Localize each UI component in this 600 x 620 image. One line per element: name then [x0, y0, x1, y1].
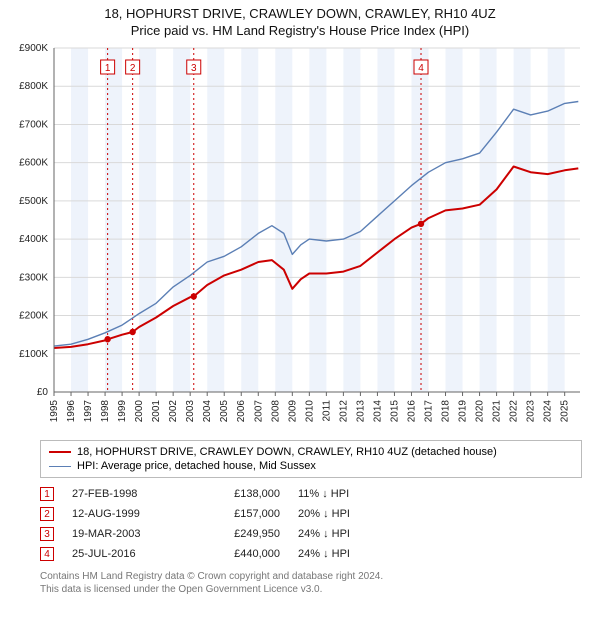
- x-tick-label: 2011: [321, 400, 332, 422]
- title-line-1: 18, HOPHURST DRIVE, CRAWLEY DOWN, CRAWLE…: [10, 6, 590, 21]
- sale-delta: 24% ↓ HPI: [298, 528, 388, 540]
- y-tick-label: £800K: [19, 81, 48, 92]
- sales-table: 1 27-FEB-1998 £138,000 11% ↓ HPI 2 12-AUG-199…: [40, 484, 582, 564]
- sale-row: 3 19-MAR-2003 £249,950 24% ↓ HPI: [40, 524, 582, 544]
- x-tick-label: 2022: [509, 400, 520, 423]
- footer: Contains HM Land Registry data © Crown c…: [40, 570, 582, 596]
- sale-marker: 3: [40, 527, 54, 541]
- x-tick-label: 2014: [372, 400, 383, 423]
- sale-marker-number: 1: [105, 63, 111, 74]
- sale-price: £440,000: [190, 548, 280, 560]
- x-tick-label: 2018: [441, 400, 452, 423]
- sale-row: 2 12-AUG-1999 £157,000 20% ↓ HPI: [40, 504, 582, 524]
- x-tick-label: 2024: [543, 400, 554, 423]
- sale-price: £138,000: [190, 488, 280, 500]
- y-tick-label: £900K: [19, 43, 48, 54]
- x-tick-label: 2019: [458, 400, 469, 423]
- legend-label: HPI: Average price, detached house, Mid …: [77, 460, 316, 472]
- sale-dot: [104, 336, 110, 342]
- year-band: [377, 48, 394, 392]
- x-tick-label: 1999: [117, 400, 128, 423]
- sale-row: 4 25-JUL-2016 £440,000 24% ↓ HPI: [40, 544, 582, 564]
- year-band: [480, 48, 497, 392]
- year-band: [207, 48, 224, 392]
- chart-svg: £0 £100K £200K £300K £400K £500K £600K £700K £80…: [10, 42, 590, 432]
- sale-dot: [418, 221, 424, 227]
- legend-label: 18, HOPHURST DRIVE, CRAWLEY DOWN, CRAWLE…: [77, 446, 497, 458]
- footer-line-2: This data is licensed under the Open Gov…: [40, 583, 582, 596]
- legend: 18, HOPHURST DRIVE, CRAWLEY DOWN, CRAWLE…: [40, 440, 582, 478]
- x-tick-label: 1995: [49, 400, 60, 423]
- y-tick-label: £0: [37, 387, 49, 398]
- x-tick-label: 2021: [492, 400, 503, 423]
- sale-price: £157,000: [190, 508, 280, 520]
- legend-row: HPI: Average price, detached house, Mid …: [49, 459, 573, 473]
- sale-marker-number: 3: [191, 63, 197, 74]
- y-tick-label: £600K: [19, 158, 48, 169]
- x-tick-label: 2008: [270, 400, 281, 423]
- x-tick-label: 2006: [236, 400, 247, 423]
- year-band: [173, 48, 190, 392]
- y-tick-label: £500K: [19, 196, 48, 207]
- x-tick-label: 2002: [168, 400, 179, 423]
- x-tick-label: 2007: [253, 400, 264, 423]
- year-band: [514, 48, 531, 392]
- sale-date: 25-JUL-2016: [72, 548, 172, 560]
- year-band: [343, 48, 360, 392]
- footer-line-1: Contains HM Land Registry data © Crown c…: [40, 570, 582, 583]
- x-tick-label: 2016: [406, 400, 417, 423]
- sale-delta: 24% ↓ HPI: [298, 548, 388, 560]
- year-band: [548, 48, 565, 392]
- sale-marker: 2: [40, 507, 54, 521]
- sale-dot: [129, 329, 135, 335]
- sale-delta: 11% ↓ HPI: [298, 488, 388, 500]
- year-band: [275, 48, 292, 392]
- sale-price: £249,950: [190, 528, 280, 540]
- x-tick-label: 2020: [475, 400, 486, 423]
- title-line-2: Price paid vs. HM Land Registry's House …: [10, 23, 590, 38]
- sale-marker: 1: [40, 487, 54, 501]
- legend-row: 18, HOPHURST DRIVE, CRAWLEY DOWN, CRAWLE…: [49, 445, 573, 459]
- year-band: [241, 48, 258, 392]
- x-tick-label: 2005: [219, 400, 230, 423]
- sale-delta: 20% ↓ HPI: [298, 508, 388, 520]
- x-tick-label: 2003: [185, 400, 196, 423]
- x-tick-label: 2025: [560, 400, 571, 423]
- x-tick-label: 1997: [83, 400, 94, 423]
- page: 18, HOPHURST DRIVE, CRAWLEY DOWN, CRAWLE…: [0, 0, 600, 596]
- x-tick-label: 1998: [100, 400, 111, 423]
- sale-date: 12-AUG-1999: [72, 508, 172, 520]
- year-band: [309, 48, 326, 392]
- y-tick-label: £400K: [19, 234, 48, 245]
- y-tick-label: £700K: [19, 119, 48, 130]
- x-tick-label: 2015: [389, 400, 400, 423]
- sale-marker-number: 4: [418, 63, 424, 74]
- sale-date: 19-MAR-2003: [72, 528, 172, 540]
- x-tick-label: 1996: [66, 400, 77, 423]
- x-tick-label: 2013: [355, 400, 366, 423]
- sale-dot: [191, 293, 197, 299]
- y-tick-label: £100K: [19, 349, 48, 360]
- x-tick-label: 2017: [423, 400, 434, 423]
- x-tick-label: 2000: [134, 400, 145, 423]
- sale-marker-number: 2: [130, 63, 136, 74]
- y-tick-label: £200K: [19, 311, 48, 322]
- year-band: [139, 48, 156, 392]
- legend-swatch: [49, 451, 71, 453]
- y-tick-label: £300K: [19, 272, 48, 283]
- chart: £0 £100K £200K £300K £400K £500K £600K £700K £80…: [10, 42, 590, 432]
- x-tick-label: 2001: [151, 400, 162, 423]
- chart-titles: 18, HOPHURST DRIVE, CRAWLEY DOWN, CRAWLE…: [0, 0, 600, 42]
- year-band: [446, 48, 463, 392]
- sale-row: 1 27-FEB-1998 £138,000 11% ↓ HPI: [40, 484, 582, 504]
- sale-marker: 4: [40, 547, 54, 561]
- legend-swatch: [49, 466, 71, 467]
- x-tick-label: 2023: [526, 400, 537, 423]
- x-tick-label: 2012: [338, 400, 349, 423]
- x-tick-label: 2010: [304, 400, 315, 423]
- sale-date: 27-FEB-1998: [72, 488, 172, 500]
- x-tick-label: 2009: [287, 400, 298, 423]
- x-tick-label: 2004: [202, 400, 213, 423]
